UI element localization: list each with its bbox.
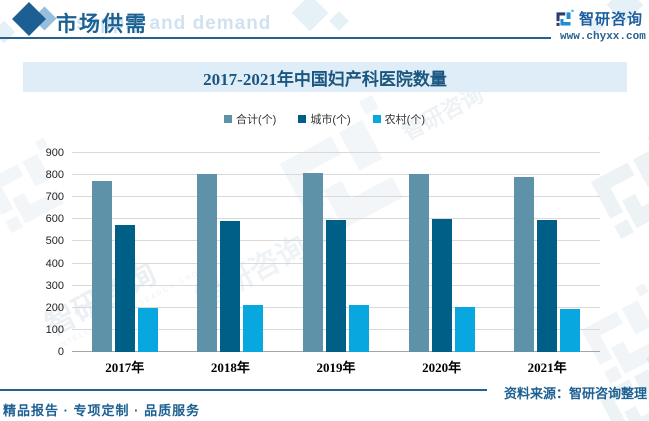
brand-website-link[interactable]: www.chyxx.com: [560, 31, 646, 43]
bar-农村(个)-2017年: [137, 308, 158, 352]
bar-城市(个)-2018年: [220, 220, 241, 352]
bar-农村(个)-2021年: [560, 308, 581, 352]
bar-城市(个)-2019年: [325, 220, 346, 352]
legend-label: 城市(个): [310, 114, 351, 126]
bar-农村(个)-2018年: [243, 304, 264, 352]
bar-group-2021年: [494, 153, 600, 352]
y-axis-tick-label: 200: [45, 301, 64, 314]
bar-城市(个)-2021年: [537, 220, 558, 352]
header-ghost-text: supply and demand: [76, 13, 272, 34]
plot-area: [72, 152, 600, 352]
bar-group-2019年: [283, 153, 389, 352]
brand-logo[interactable]: 智研咨询: [553, 8, 643, 29]
x-axis-tick-label: 2018年: [210, 360, 250, 375]
legend-swatch-rural: [372, 115, 381, 123]
y-axis-tick-label: 0: [57, 346, 64, 358]
bar-城市(个)-2017年: [114, 224, 135, 352]
y-axis-tick-label: 500: [45, 235, 64, 248]
gridline: [72, 218, 600, 220]
bar-合计(个)-2021年: [514, 176, 535, 352]
y-axis-tick-label: 400: [45, 257, 64, 270]
x-axis-tick-label: 2017年: [105, 360, 145, 375]
watermark-tile: [329, 11, 349, 31]
chart-title: 2017-2021年中国妇产科医院数量: [203, 69, 447, 89]
y-axis-tick-label: 600: [45, 213, 64, 226]
diamond-icon: [12, 2, 46, 36]
legend-item-rural: 农村(个): [372, 111, 425, 127]
y-axis-tick-label: 300: [45, 279, 64, 292]
gridline: [72, 152, 600, 153]
bar-group-2017年: [72, 153, 178, 352]
footer-divider: [0, 389, 487, 391]
gridline: [72, 196, 600, 198]
y-axis-tick-label: 900: [45, 147, 64, 159]
y-axis-tick-label: 700: [45, 191, 64, 204]
legend-item-total: 合计(个): [224, 111, 276, 127]
bar-合计(个)-2018年: [197, 173, 218, 352]
bar-合计(个)-2017年: [91, 181, 112, 352]
x-axis-tick-label: 2019年: [316, 360, 356, 375]
y-axis-tick-label: 100: [45, 323, 64, 336]
x-axis-tick-label: 2021年: [527, 360, 567, 375]
brand-name: 智研咨询: [579, 11, 644, 28]
chart-title-bar: 2017-2021年中国妇产科医院数量: [23, 62, 627, 92]
y-axis-tick-label: 800: [45, 169, 64, 182]
source-note: 资料来源：智研咨询整理: [503, 386, 647, 401]
legend-label: 合计(个): [236, 114, 277, 126]
brand-logo-icon: [556, 9, 574, 26]
bar-合计(个)-2019年: [302, 173, 323, 352]
bar-农村(个)-2019年: [348, 304, 369, 352]
bar-group-2018年: [178, 153, 284, 352]
x-axis-tick-label: 2020年: [422, 360, 462, 375]
bar-group-2020年: [389, 153, 495, 352]
y-axis: 0 100 200 300 400 500 600 700 800 900: [0, 147, 64, 358]
bar-合计(个)-2020年: [408, 173, 429, 352]
page-title: 市场供需: [56, 13, 148, 36]
legend-swatch-total: [224, 115, 232, 123]
chart-legend: 合计(个) 城市(个) 农村(个): [0, 111, 649, 127]
header-divider: [0, 37, 551, 39]
gridline: [72, 174, 600, 176]
watermark-tile: [0, 20, 16, 44]
legend-label: 农村(个): [384, 114, 425, 126]
watermark-tile: [291, 0, 329, 32]
bar-城市(个)-2020年: [431, 218, 452, 352]
legend-item-urban: 城市(个): [298, 111, 351, 127]
footer-tagline: 精品报告 · 专项定制 · 品质服务: [3, 403, 201, 418]
legend-swatch-urban: [298, 115, 307, 123]
x-axis: 2017年 2018年 2019年 2020年 2021年: [72, 357, 600, 375]
bar-农村(个)-2020年: [454, 306, 475, 352]
